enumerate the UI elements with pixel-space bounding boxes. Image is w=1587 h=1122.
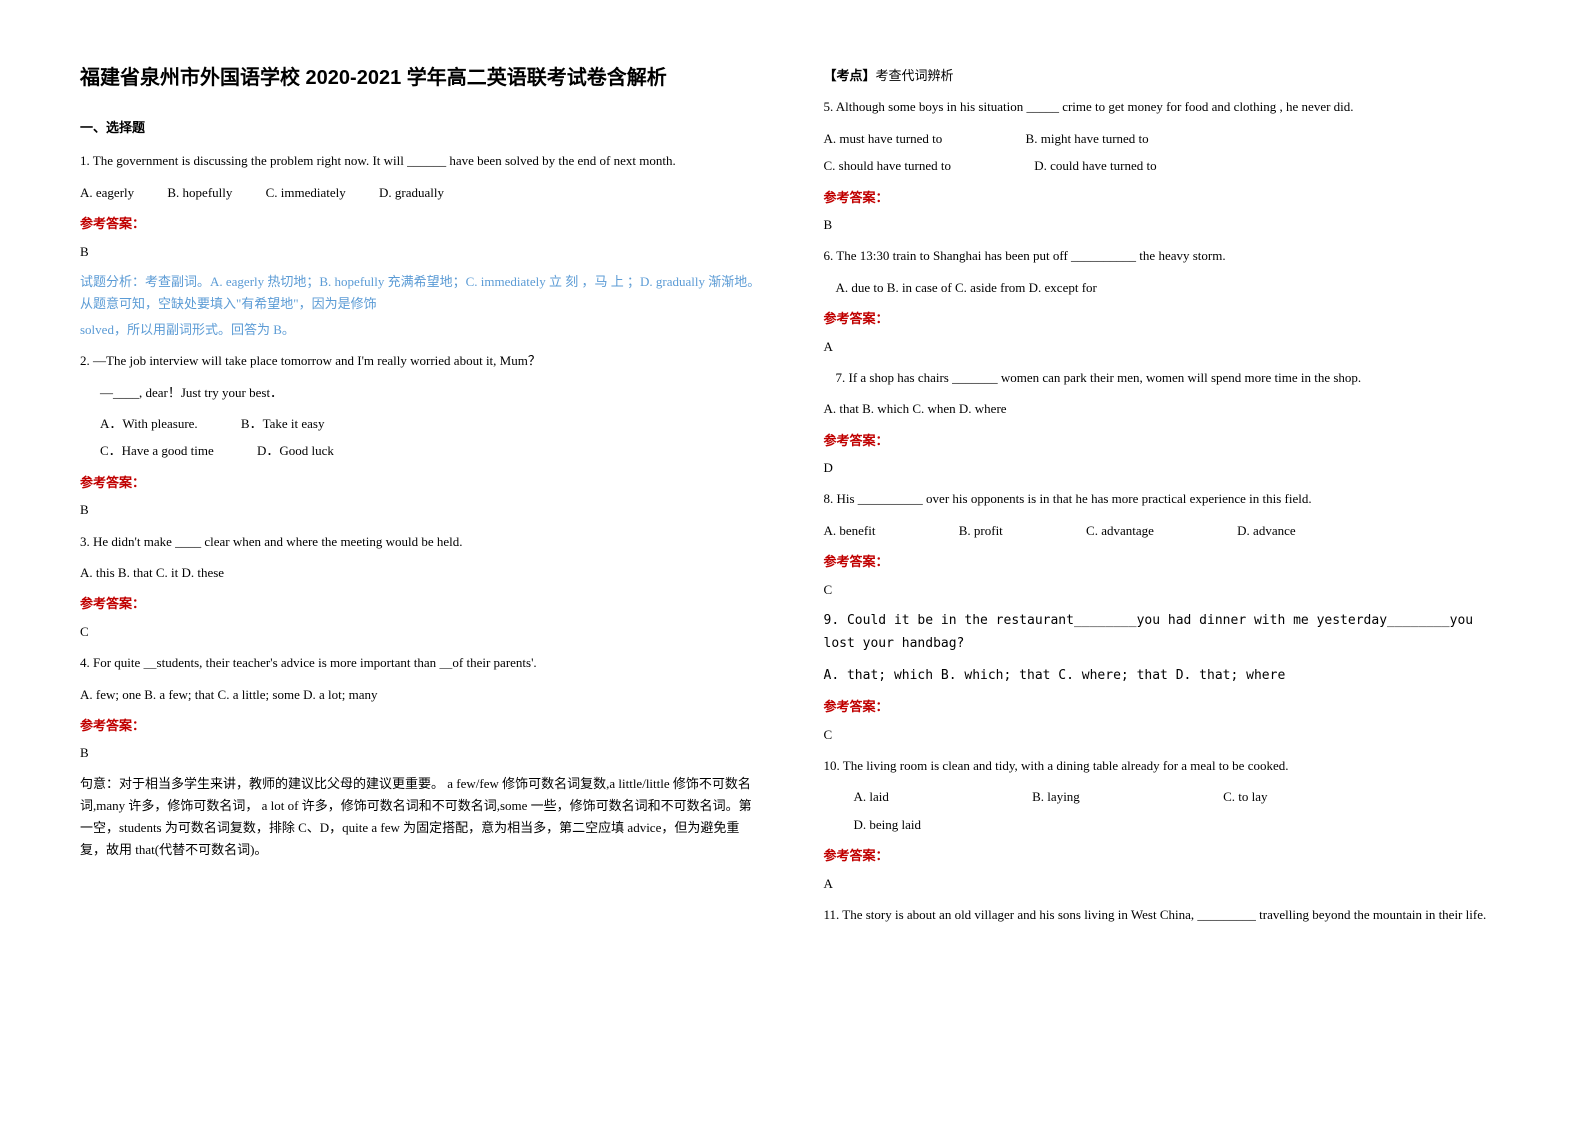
q4-text: 4. For quite ＿students, their teacher's … bbox=[80, 651, 764, 674]
q8-optD: D. advance bbox=[1237, 519, 1295, 542]
q10-answer-label: 参考答案： bbox=[824, 844, 1508, 867]
q1-answer-label: 参考答案： bbox=[80, 212, 764, 235]
q5-options-row1: A. must have turned to B. might have tur… bbox=[824, 127, 1508, 150]
q4-answer-label: 参考答案： bbox=[80, 714, 764, 737]
q9-answer-label: 参考答案： bbox=[824, 695, 1508, 718]
q5-optB: B. might have turned to bbox=[1026, 127, 1149, 150]
q3-answer: C bbox=[80, 620, 764, 643]
q1-optB: B. hopefully bbox=[167, 181, 232, 204]
q5-optA: A. must have turned to bbox=[824, 127, 943, 150]
q6-options: A. due to B. in case of C. aside from D.… bbox=[824, 276, 1508, 299]
q5-answer-label: 参考答案： bbox=[824, 186, 1508, 209]
q7-text: 7. If a shop has chairs _______ women ca… bbox=[824, 366, 1508, 389]
q2-optC: C．Have a good time bbox=[100, 439, 214, 462]
right-column: 【考点】考查代词辨析 5. Although some boys in his … bbox=[824, 60, 1508, 934]
q2-optB: B．Take it easy bbox=[241, 412, 325, 435]
q7-answer: D bbox=[824, 456, 1508, 479]
q7-answer-label: 参考答案： bbox=[824, 429, 1508, 452]
q8-optB: B. profit bbox=[959, 519, 1003, 542]
q1-optD: D. gradually bbox=[379, 181, 444, 204]
left-column: 福建省泉州市外国语学校 2020-2021 学年高二英语联考试卷含解析 一、选择… bbox=[80, 60, 764, 934]
document-title: 福建省泉州市外国语学校 2020-2021 学年高二英语联考试卷含解析 bbox=[80, 60, 764, 96]
q2-answer: B bbox=[80, 498, 764, 521]
q4-answer: B bbox=[80, 741, 764, 764]
q5-optC: C. should have turned to bbox=[824, 154, 951, 177]
q4-explain: 句意：对于相当多学生来讲，教师的建议比父母的建议更重要。 a few/few 修… bbox=[80, 773, 764, 861]
q8-options: A. benefit B. profit C. advantage D. adv… bbox=[824, 519, 1508, 542]
q5-options-row2: C. should have turned to D. could have t… bbox=[824, 154, 1508, 177]
q6-answer: A bbox=[824, 335, 1508, 358]
q2-optD: D．Good luck bbox=[257, 439, 334, 462]
q8-text: 8. His __________ over his opponents is … bbox=[824, 487, 1508, 510]
q1-options: A. eagerly B. hopefully C. immediately D… bbox=[80, 181, 764, 204]
q9-options: A. that; which B. which; that C. where; … bbox=[824, 664, 1508, 687]
kaodian-text: 考查代词辨析 bbox=[876, 68, 954, 83]
q2-text2: —____, dear！Just try your best． bbox=[80, 381, 764, 404]
q2-answer-label: 参考答案： bbox=[80, 471, 764, 494]
q3-text: 3. He didn't make ____ clear when and wh… bbox=[80, 530, 764, 553]
q2-text: 2. —The job interview will take place to… bbox=[80, 349, 764, 372]
q6-text: 6. The 13:30 train to Shanghai has been … bbox=[824, 244, 1508, 267]
q1-optA: A. eagerly bbox=[80, 181, 134, 204]
q1-text: 1. The government is discussing the prob… bbox=[80, 149, 764, 172]
q11-text: 11. The story is about an old villager a… bbox=[824, 903, 1508, 926]
q3-options: A. this B. that C. it D. these bbox=[80, 561, 764, 584]
q8-optC: C. advantage bbox=[1086, 519, 1154, 542]
q10-text: 10. The living room is clean and tidy, w… bbox=[824, 754, 1508, 777]
q9-text: 9. Could it be in the restaurant________… bbox=[824, 609, 1508, 656]
q10-options-row1: A. laid B. laying C. to lay bbox=[824, 785, 1508, 808]
q10-options-row2: D. being laid bbox=[824, 813, 1508, 836]
q1-analysis2: solved，所以用副词形式。回答为 B。 bbox=[80, 319, 764, 341]
q6-answer-label: 参考答案： bbox=[824, 307, 1508, 330]
q2-optA: A．With pleasure. bbox=[100, 412, 198, 435]
q1-optC: C. immediately bbox=[266, 181, 346, 204]
q2-options-row1: A．With pleasure. B．Take it easy bbox=[80, 412, 764, 435]
q1-answer: B bbox=[80, 240, 764, 263]
q3-answer-label: 参考答案： bbox=[80, 592, 764, 615]
q2-options-row2: C．Have a good time D．Good luck bbox=[80, 439, 764, 462]
q5-optD: D. could have turned to bbox=[1034, 154, 1156, 177]
q10-optD: D. being laid bbox=[854, 813, 922, 836]
q5-answer: B bbox=[824, 213, 1508, 236]
q8-optA: A. benefit bbox=[824, 519, 876, 542]
q5-text: 5. Although some boys in his situation _… bbox=[824, 95, 1508, 118]
q1-analysis: 试题分析：考查副词。A. eagerly 热切地；B. hopefully 充满… bbox=[80, 271, 764, 315]
q10-optA: A. laid bbox=[854, 785, 889, 808]
kaodian-line: 【考点】考查代词辨析 bbox=[824, 64, 1508, 87]
q8-answer-label: 参考答案： bbox=[824, 550, 1508, 573]
q8-answer: C bbox=[824, 578, 1508, 601]
q4-options: A. few; one B. a few; that C. a little; … bbox=[80, 683, 764, 706]
q10-optB: B. laying bbox=[1032, 785, 1080, 808]
q10-answer: A bbox=[824, 872, 1508, 895]
q9-answer: C bbox=[824, 723, 1508, 746]
kaodian-label: 【考点】 bbox=[824, 68, 876, 83]
q10-optC: C. to lay bbox=[1223, 785, 1267, 808]
q7-options: A. that B. which C. when D. where bbox=[824, 397, 1508, 420]
section-header: 一、选择题 bbox=[80, 116, 764, 139]
